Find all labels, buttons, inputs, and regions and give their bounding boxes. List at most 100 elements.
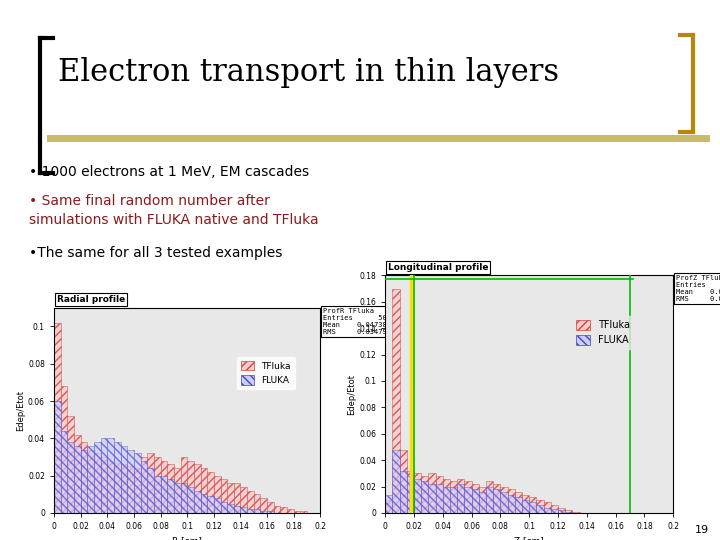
Bar xyxy=(450,481,457,513)
Bar xyxy=(464,481,472,513)
Bar xyxy=(572,512,580,513)
Bar xyxy=(281,508,287,513)
Bar xyxy=(428,484,436,513)
Bar xyxy=(174,468,181,513)
Bar xyxy=(544,508,551,513)
X-axis label: Z [cm]: Z [cm] xyxy=(514,537,544,540)
Text: Longitudinal profile: Longitudinal profile xyxy=(388,263,489,272)
Bar xyxy=(107,461,114,513)
Bar xyxy=(187,487,194,513)
Bar xyxy=(101,457,107,513)
Bar xyxy=(261,498,267,513)
Bar xyxy=(161,461,167,513)
Bar xyxy=(74,446,81,513)
Bar xyxy=(174,483,181,513)
Bar xyxy=(274,505,281,513)
Bar xyxy=(551,509,558,513)
Bar xyxy=(407,476,414,513)
Bar xyxy=(392,450,400,513)
Bar xyxy=(500,492,508,513)
Text: •The same for all 3 tested examples: •The same for all 3 tested examples xyxy=(29,246,282,260)
Bar xyxy=(194,491,200,513)
Bar xyxy=(551,505,558,513)
Bar xyxy=(121,446,127,513)
Bar xyxy=(94,442,101,513)
Bar xyxy=(443,478,450,513)
Text: • Same final random number after: • Same final random number after xyxy=(29,194,270,208)
Bar xyxy=(207,472,214,513)
Bar xyxy=(436,484,443,513)
Bar xyxy=(493,484,500,513)
Bar xyxy=(294,511,300,513)
Bar xyxy=(479,492,486,513)
Bar xyxy=(486,487,493,513)
Bar xyxy=(529,502,536,513)
Bar xyxy=(74,435,81,513)
Bar xyxy=(421,476,428,513)
Bar xyxy=(200,494,207,513)
Y-axis label: Edep/Etot: Edep/Etot xyxy=(347,374,356,415)
Bar xyxy=(167,464,174,513)
Bar xyxy=(565,512,572,513)
Bar xyxy=(493,489,500,513)
Text: ProfR TFluka
Entries      50
Mean    0.04738
RMS     0.03479: ProfR TFluka Entries 50 Mean 0.04738 RMS… xyxy=(323,308,387,335)
Bar xyxy=(428,474,436,513)
Bar xyxy=(544,502,551,513)
Bar xyxy=(565,510,572,513)
Bar xyxy=(234,505,240,513)
Text: ProfZ TFluka
Entries      50
Mean    0.04902
RMS     0.03451: ProfZ TFluka Entries 50 Mean 0.04902 RMS… xyxy=(676,275,720,302)
Bar xyxy=(154,476,161,513)
Bar xyxy=(181,457,187,513)
Text: Electron transport in thin layers: Electron transport in thin layers xyxy=(58,57,559,89)
Bar xyxy=(479,487,486,513)
Bar xyxy=(181,483,187,513)
Bar xyxy=(253,509,261,513)
Bar xyxy=(167,480,174,513)
Bar xyxy=(407,471,414,513)
Bar xyxy=(127,467,134,513)
Bar xyxy=(148,468,154,513)
Bar xyxy=(400,450,407,513)
Bar xyxy=(187,461,194,513)
Bar xyxy=(500,487,508,513)
Bar xyxy=(515,497,522,513)
Bar xyxy=(200,468,207,513)
Bar xyxy=(161,476,167,513)
Text: • 1000 electrons at 1 MeV, EM cascades: • 1000 electrons at 1 MeV, EM cascades xyxy=(29,165,309,179)
Bar xyxy=(207,496,214,513)
Bar xyxy=(253,494,261,513)
Bar xyxy=(87,446,94,513)
Bar xyxy=(140,457,147,513)
Y-axis label: Edep/Etot: Edep/Etot xyxy=(16,390,25,431)
Bar xyxy=(107,438,114,513)
Bar xyxy=(385,495,392,513)
Bar xyxy=(68,442,74,513)
Bar xyxy=(220,502,228,513)
Bar xyxy=(515,492,522,513)
Bar xyxy=(558,508,565,513)
Bar xyxy=(522,500,529,513)
Bar xyxy=(261,511,267,513)
Bar xyxy=(240,508,247,513)
Bar xyxy=(54,401,60,513)
Bar xyxy=(414,478,421,513)
Bar xyxy=(60,386,68,513)
Bar xyxy=(154,457,161,513)
Bar xyxy=(464,487,472,513)
Text: Radial profile: Radial profile xyxy=(57,295,125,303)
X-axis label: R [cm]: R [cm] xyxy=(172,537,202,540)
Bar xyxy=(87,450,94,513)
Bar xyxy=(443,487,450,513)
Bar xyxy=(220,480,228,513)
Bar xyxy=(392,288,400,513)
Bar xyxy=(558,510,565,513)
Bar xyxy=(228,504,234,513)
Bar xyxy=(127,450,134,513)
Bar xyxy=(472,484,479,513)
Bar xyxy=(81,442,87,513)
Bar xyxy=(81,450,87,513)
Bar xyxy=(536,500,544,513)
Bar xyxy=(140,461,147,513)
Bar xyxy=(421,481,428,513)
Bar xyxy=(529,497,536,513)
